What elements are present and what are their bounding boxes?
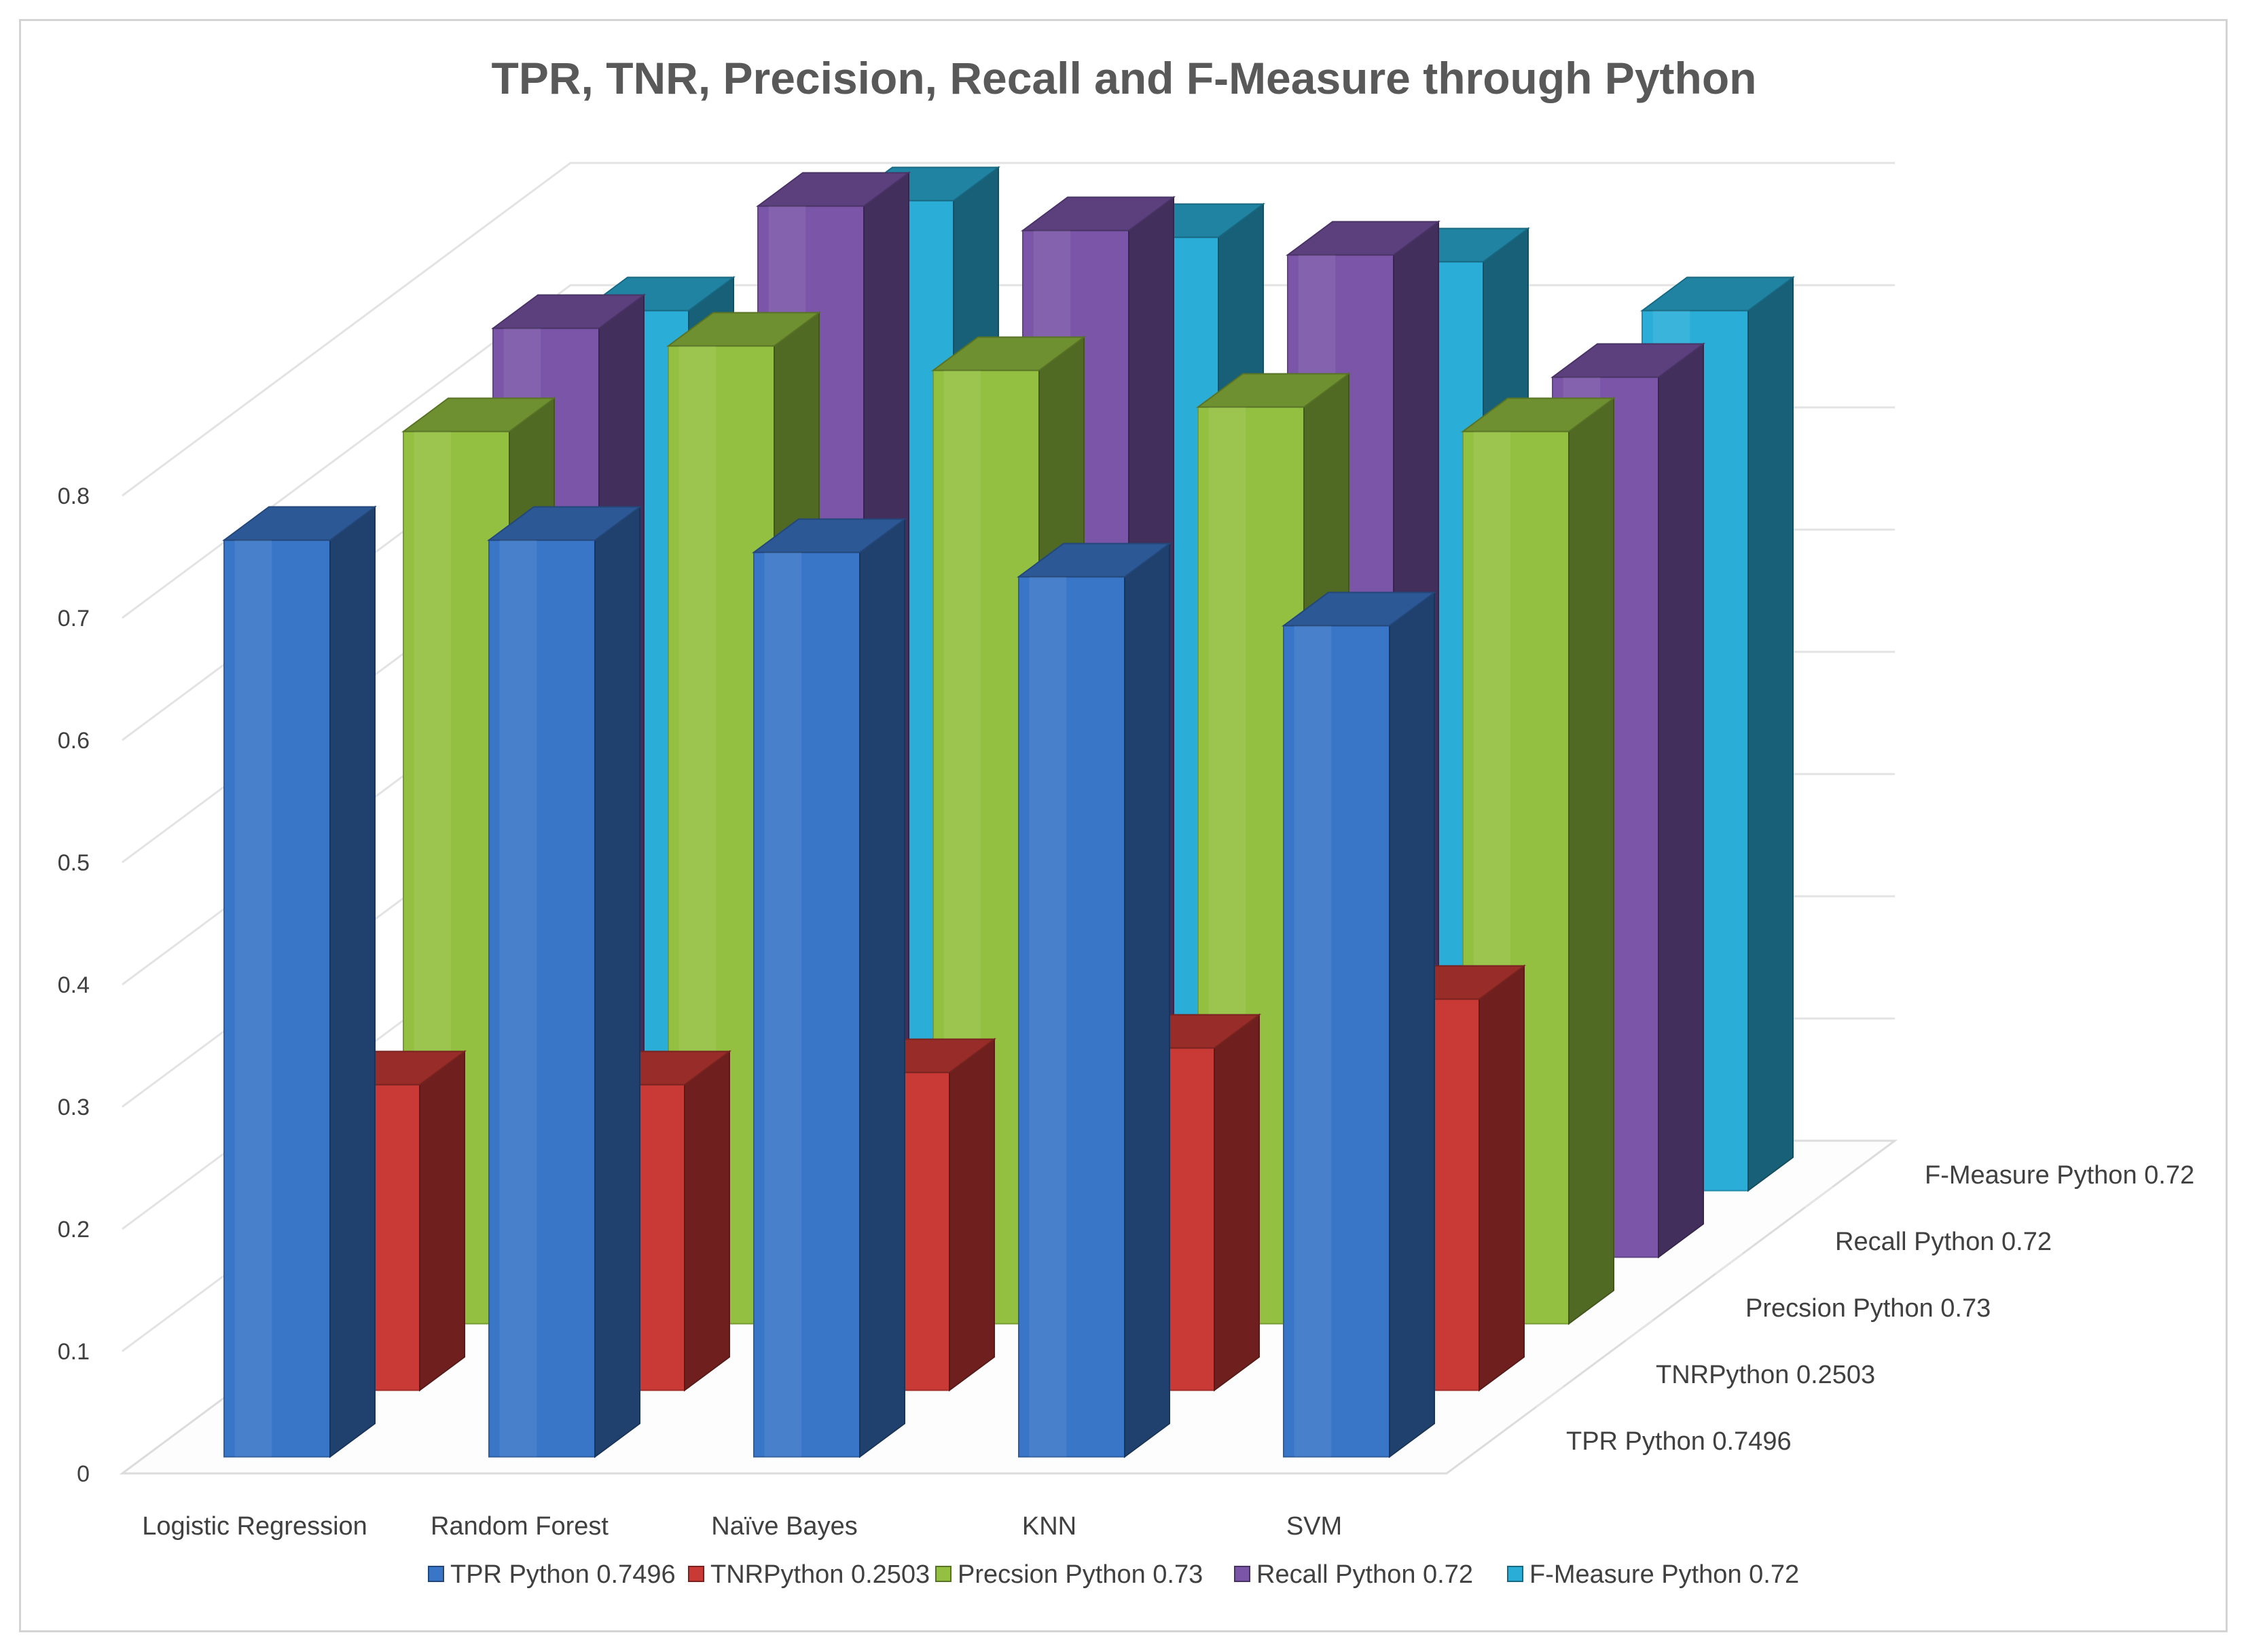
legend-item: TPR Python 0.7496 <box>428 1560 676 1589</box>
y-tick-label: 0.5 <box>58 850 90 876</box>
bar-top <box>1281 591 1437 627</box>
depth-label: F-Measure Python 0.72 <box>1925 1161 2194 1190</box>
legend-item: Precsion Python 0.73 <box>935 1560 1203 1589</box>
bar-highlight <box>234 540 272 1457</box>
bar-top <box>666 312 822 347</box>
category-label: Naïve Bayes <box>711 1512 857 1541</box>
bar-top <box>486 506 642 541</box>
bar-top <box>1639 276 1796 312</box>
bar-top <box>1195 373 1352 408</box>
bar <box>1281 591 1437 1458</box>
bar-top <box>1550 343 1706 378</box>
y-tick-label: 0.6 <box>58 728 90 754</box>
legend-label: F-Measure Python 0.72 <box>1529 1560 1799 1589</box>
legend-swatch <box>1234 1566 1250 1582</box>
y-tick-label: 0.1 <box>58 1339 90 1365</box>
legend-item: Recall Python 0.72 <box>1234 1560 1473 1589</box>
chart-legend: TPR Python 0.7496 TNRPython 0.2503 Precsio… <box>428 1560 1799 1589</box>
bar-side <box>419 1050 465 1392</box>
category-label: Random Forest <box>431 1512 609 1541</box>
bar-side <box>329 505 376 1458</box>
bar <box>221 505 378 1458</box>
category-label: Logistic Regression <box>142 1512 367 1541</box>
depth-gridline <box>1805 1186 1833 1208</box>
legend-label: Recall Python 0.72 <box>1256 1560 1473 1589</box>
bar-highlight <box>499 540 537 1457</box>
bar-top <box>490 294 647 329</box>
bar-side <box>1747 276 1794 1192</box>
y-tick-label: 0.4 <box>58 972 90 998</box>
legend-label: Precsion Python 0.73 <box>958 1560 1203 1589</box>
legend-swatch <box>428 1566 444 1582</box>
bar-top <box>755 172 911 207</box>
bar-side <box>684 1050 730 1392</box>
chart-title: TPR, TNR, Precision, Recall and F-Measur… <box>492 53 1757 103</box>
legend-item: TNRPython 0.2503 <box>688 1560 930 1589</box>
depth-label: Recall Python 0.72 <box>1835 1228 2052 1256</box>
bar-top <box>221 506 378 541</box>
bar-side <box>594 505 640 1458</box>
y-tick-label: 0.2 <box>58 1217 90 1243</box>
bar-highlight <box>764 552 802 1457</box>
legend-label: TPR Python 0.7496 <box>450 1560 676 1589</box>
bar-top <box>1016 543 1172 578</box>
bar <box>751 517 907 1458</box>
y-tick-label: 0 <box>77 1461 90 1487</box>
depth-gridline <box>1536 1386 1564 1408</box>
bar-top <box>401 397 557 433</box>
depth-label: TPR Python 0.7496 <box>1566 1427 1792 1456</box>
x-axis-category-labels: Logistic Regression Random Forest Naïve Ba… <box>142 1512 1342 1541</box>
bar-top <box>930 336 1087 371</box>
bar-top <box>1285 221 1441 256</box>
legend-label: TNRPython 0.2503 <box>710 1560 930 1589</box>
category-label: KNN <box>1022 1512 1076 1541</box>
y-axis-tick-labels: 0 0.1 0.2 0.3 0.4 0.5 0.6 0.7 0.8 <box>58 483 90 1487</box>
legend-swatch <box>935 1566 951 1582</box>
bar-top <box>1020 196 1176 232</box>
bar-top <box>751 518 907 553</box>
bar-side <box>949 1038 995 1392</box>
bar <box>486 505 642 1458</box>
gridline <box>122 162 1895 497</box>
depth-axis-labels: TPR Python 0.7496 TNRPython 0.2503 Precsio… <box>1566 1161 2194 1456</box>
y-tick-label: 0.3 <box>58 1095 90 1120</box>
bar-highlight <box>1294 625 1332 1457</box>
bar-highlight <box>1029 576 1067 1457</box>
bar-top <box>1460 397 1616 433</box>
depth-gridline <box>1715 1253 1743 1274</box>
bar <box>1016 542 1172 1458</box>
bar-side <box>1479 964 1525 1392</box>
bar-side <box>1658 342 1704 1259</box>
y-tick-label: 0.7 <box>58 606 90 631</box>
legend-swatch <box>1507 1566 1523 1582</box>
legend-item: F-Measure Python 0.72 <box>1507 1560 1799 1589</box>
y-tick-label: 0.8 <box>58 483 90 509</box>
depth-gridline <box>1625 1319 1654 1341</box>
depth-label: TNRPython 0.2503 <box>1656 1361 1875 1389</box>
category-label: SVM <box>1286 1512 1342 1541</box>
depth-label: Precsion Python 0.73 <box>1745 1294 1991 1323</box>
bar-side <box>1214 1013 1260 1392</box>
bar-side <box>1124 542 1170 1458</box>
bar-side <box>859 517 905 1458</box>
chart-bars <box>221 166 1796 1458</box>
bar-side <box>1568 397 1614 1325</box>
legend-swatch <box>688 1566 704 1582</box>
bar-side <box>1389 591 1435 1458</box>
